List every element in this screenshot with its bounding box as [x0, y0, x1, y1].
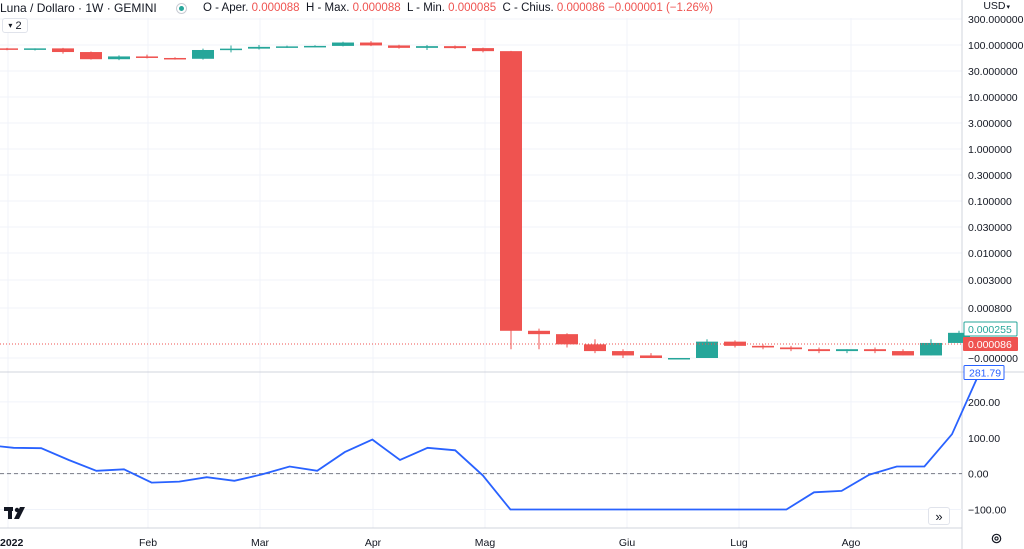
price-tick-label: −0.000000: [968, 353, 1018, 365]
double-chevron-right-icon: »: [935, 508, 943, 524]
price-tick-label: 1.000000: [968, 144, 1012, 156]
candle-body: [416, 46, 438, 48]
candle-body: [108, 56, 130, 60]
time-tick-label: Feb: [139, 537, 157, 549]
indicator-count: 2: [15, 19, 22, 32]
candle-body: [360, 42, 382, 46]
price-tick-label: 300.000000: [968, 14, 1024, 26]
change-percent: (−1.26%): [665, 2, 713, 14]
indicator-line: [0, 372, 981, 511]
currency-selector[interactable]: USD▾: [983, 0, 1010, 12]
open-text: Aper.: [221, 2, 249, 14]
price-tick-label: 0.030000: [968, 222, 1012, 234]
candle-body: [948, 332, 970, 343]
last-price-label: 0.000086: [968, 339, 1012, 351]
candle-body: [164, 57, 186, 60]
price-tick-label: 0.300000: [968, 170, 1012, 182]
eye-dot-icon[interactable]: [176, 3, 187, 14]
candle-body: [472, 48, 494, 52]
candle-body: [780, 347, 802, 350]
price-label: 0.000255: [968, 324, 1012, 336]
candle-body: [500, 51, 522, 331]
change-value: −0.000001: [608, 2, 663, 14]
ohlc-values: O - Aper. 0.000088 H - Max. 0.000088 L -…: [203, 2, 713, 14]
price-tick-label: 0.010000: [968, 248, 1012, 260]
tradingview-logo[interactable]: [4, 506, 30, 520]
low-label: L: [407, 2, 413, 14]
candlestick-series: [0, 41, 970, 360]
price-tick-label: 0.000800: [968, 303, 1012, 315]
candle-body: [892, 351, 914, 356]
indicator-series: [0, 372, 981, 511]
candle-body: [584, 344, 606, 352]
gear-icon[interactable]: [990, 532, 1003, 545]
price-tick-label: 0.003000: [968, 275, 1012, 287]
price-tick-label: 0.100000: [968, 196, 1012, 208]
candle-body: [248, 46, 270, 49]
price-tick-label: 3.000000: [968, 118, 1012, 130]
chevron-down-icon: ▾: [8, 21, 13, 30]
scroll-to-realtime-button[interactable]: »: [928, 507, 950, 525]
candle-body: [640, 355, 662, 358]
candle-body: [24, 48, 46, 50]
close-text: Chius.: [521, 2, 554, 14]
close-label: C: [502, 2, 511, 14]
candle-body: [528, 330, 550, 335]
candle-body: [696, 341, 718, 358]
indicator-tick-label: 0.00: [968, 469, 989, 481]
candle-body: [864, 349, 886, 352]
candle-body: [444, 46, 466, 49]
candle-body: [0, 48, 18, 50]
indicator-value-box: [963, 365, 1005, 381]
candle-body: [836, 349, 858, 352]
price-tick-label: 10.000000: [968, 92, 1018, 104]
candle-body: [52, 48, 74, 53]
candle-body: [304, 45, 326, 48]
indicator-tick-label: −100.00: [968, 505, 1006, 517]
time-tick-label: Mar: [251, 537, 270, 549]
time-tick-label: Apr: [365, 537, 382, 549]
time-tick-label: Mag: [475, 537, 496, 549]
time-tick-label: Lug: [730, 537, 748, 549]
candle-body: [752, 345, 774, 348]
close-value: 0.000086: [556, 2, 605, 14]
high-value: 0.000088: [352, 2, 401, 14]
candle-body: [808, 349, 830, 352]
indicator-tick-label: 100.00: [968, 433, 1000, 445]
candle-body: [80, 52, 102, 60]
low-text: Min.: [423, 2, 445, 14]
chevron-down-icon: ▾: [1006, 4, 1010, 11]
candle-body: [556, 334, 578, 345]
price-tick-label: 100.000000: [968, 40, 1024, 52]
price-tick-label: 30.000000: [968, 66, 1018, 78]
indicator-tick-label: 200.00: [968, 397, 1000, 409]
indicators-toggle-button[interactable]: ▾ 2: [2, 18, 28, 33]
open-value: 0.000088: [251, 2, 300, 14]
time-tick-label: 2022: [0, 537, 24, 549]
time-tick-label: Ago: [842, 537, 861, 549]
candle-body: [668, 358, 690, 360]
candle-body: [220, 48, 242, 51]
candle-body: [276, 46, 298, 48]
open-label: O: [203, 2, 212, 14]
candle-body: [136, 56, 158, 58]
candle-body: [920, 342, 942, 356]
indicator-value-label: 281.79: [969, 368, 1001, 380]
time-tick-label: Giu: [619, 537, 636, 549]
candle-body: [332, 42, 354, 46]
high-text: Max.: [324, 2, 350, 14]
axes: 300.000000 100.000000 30.000000 10.000000 3.…: [0, 14, 1024, 549]
candle-body: [192, 49, 214, 59]
price-label-box: [963, 321, 1018, 337]
currency-label: USD: [983, 0, 1006, 12]
last-price-label-box: [963, 337, 1018, 351]
high-label: H: [305, 2, 315, 14]
symbol-title[interactable]: Luna / Dollaro · 1W · GEMINI: [0, 1, 157, 15]
candle-body: [612, 351, 634, 356]
low-value: 0.000085: [448, 2, 497, 14]
candle-body: [388, 45, 410, 48]
